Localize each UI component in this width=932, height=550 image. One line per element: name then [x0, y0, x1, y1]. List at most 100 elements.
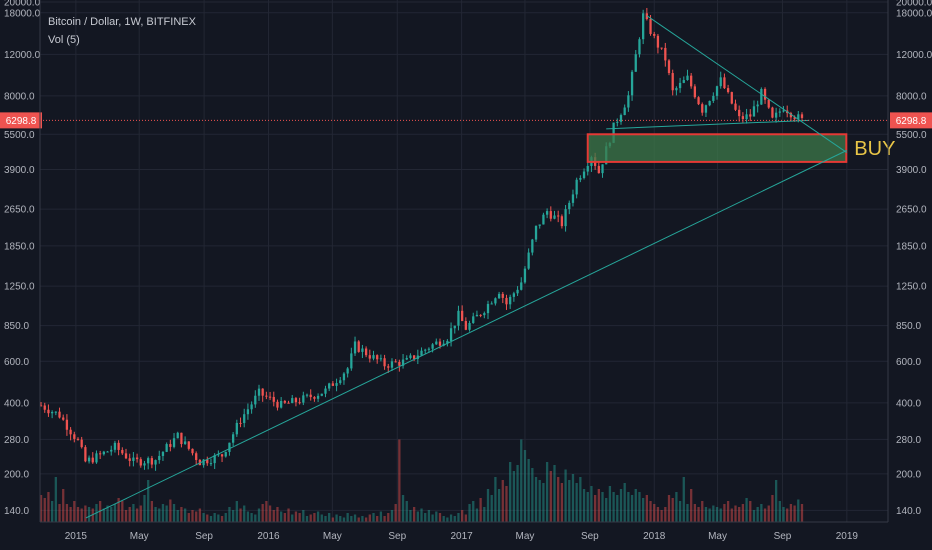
candle-body — [712, 95, 715, 101]
volume-bar — [664, 507, 667, 522]
volume-bar — [523, 450, 527, 522]
volume-bar — [316, 511, 320, 522]
candle-body — [771, 107, 774, 118]
candle-body — [763, 88, 767, 100]
candle-body — [294, 398, 298, 403]
volume-bar — [678, 501, 682, 522]
candle-body — [250, 404, 253, 410]
volume-bar — [738, 507, 741, 522]
volume-bar — [187, 513, 190, 522]
candle-body — [110, 449, 113, 452]
volume-bar — [593, 495, 597, 522]
candle-body — [431, 344, 434, 349]
volume-bar — [254, 514, 257, 522]
volume-bar — [353, 514, 357, 522]
candle-body — [239, 422, 242, 424]
candle-body — [486, 303, 490, 314]
candle-body — [726, 88, 730, 93]
candle-body — [545, 211, 549, 215]
candle-body — [752, 106, 756, 117]
candle-body — [283, 400, 286, 403]
trendline — [85, 149, 848, 519]
volume-bar — [84, 505, 87, 522]
volume-bar — [690, 489, 693, 522]
candle-body — [124, 453, 128, 459]
volume-bar — [745, 498, 748, 522]
volume-bar — [752, 510, 756, 522]
candle-body — [65, 419, 69, 430]
candle-body — [350, 353, 353, 369]
volume-bar — [424, 513, 427, 522]
volume-bar — [224, 513, 227, 522]
volume-bar — [531, 468, 534, 522]
candle-body — [342, 373, 346, 381]
volume-bar — [767, 505, 770, 522]
candle-body — [730, 92, 733, 104]
candle-body — [73, 434, 76, 439]
candle-body — [95, 453, 98, 463]
symbol-title[interactable]: Bitcoin / Dollar, 1W, BITFINEX — [48, 16, 196, 28]
candle-body — [464, 321, 467, 330]
candle-body — [309, 394, 312, 398]
volume-bar — [734, 505, 737, 522]
volume-bar — [198, 508, 202, 522]
candle-body — [353, 341, 357, 354]
candle-body — [43, 405, 46, 410]
candle-body — [623, 107, 626, 116]
volume-bar — [435, 511, 438, 522]
candle-body — [143, 463, 146, 466]
volume-bar — [117, 498, 120, 522]
volume-bar — [158, 508, 161, 522]
candle-body — [161, 451, 165, 456]
candle-body — [660, 47, 663, 49]
volume-bar — [91, 508, 94, 522]
y-tick-label-right: 400.0 — [896, 398, 921, 409]
x-tick-label: May — [515, 531, 534, 542]
volume-bar — [376, 516, 379, 522]
candle-body — [601, 164, 604, 174]
volume-bar — [135, 508, 139, 522]
candle-body — [268, 396, 272, 398]
candle-body — [409, 355, 412, 358]
candle-body — [368, 355, 371, 359]
candle-body — [150, 458, 154, 465]
volume-bar — [202, 513, 205, 522]
y-tick-label-left: 140.0 — [4, 506, 29, 517]
candle-body — [183, 441, 187, 445]
volume-bar — [305, 516, 309, 522]
volume-bar — [147, 480, 150, 522]
y-tick-label-left: 8000.0 — [4, 91, 35, 102]
y-tick-label-left: 3900.0 — [4, 165, 35, 176]
volume-bar — [350, 516, 353, 522]
volume-bar — [642, 498, 645, 522]
candle-body — [627, 95, 630, 108]
volume-bar — [291, 514, 294, 522]
volume-bar — [379, 511, 383, 522]
candle-body — [586, 165, 589, 172]
x-tick-label: 2015 — [65, 531, 88, 542]
candle-body — [612, 122, 615, 143]
chart-axes: 140.0 140.0 200.0 200.0 280.0 280.0 400.0 400.0… — [4, 0, 932, 542]
candle-body — [649, 19, 652, 34]
candle-body — [701, 104, 704, 113]
y-tick-label-left: 280.0 — [4, 435, 29, 446]
volume-bar — [630, 495, 634, 522]
candle-body — [697, 97, 700, 105]
volume-bar — [601, 492, 604, 522]
volume-bar — [73, 501, 76, 522]
volume-bar — [786, 508, 789, 522]
candle-body — [793, 117, 796, 120]
x-tick-label: Sep — [388, 531, 406, 542]
candle-body — [457, 310, 460, 326]
volume-bar — [701, 501, 704, 522]
volume-bar — [405, 501, 408, 522]
candle-body — [667, 60, 671, 74]
volume-bar — [660, 510, 663, 522]
volume-bar — [361, 516, 364, 522]
volume-indicator-label[interactable]: Vol (5) — [48, 34, 80, 46]
volume-bar — [446, 517, 449, 522]
candle-body — [693, 86, 697, 98]
volume-bar — [649, 501, 652, 522]
candle-body — [128, 458, 131, 461]
